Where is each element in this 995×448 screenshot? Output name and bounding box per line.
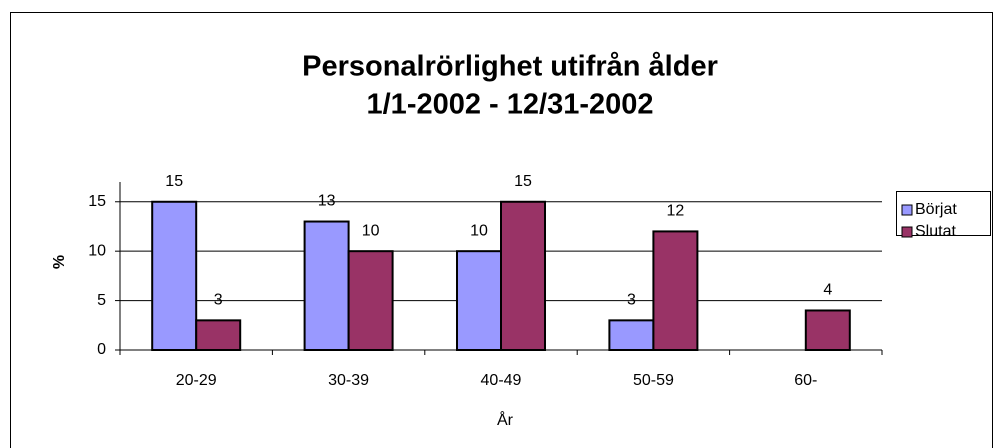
bar [500, 200, 546, 351]
x-tick-label: 50-59 [633, 372, 674, 389]
value-label: 13 [318, 193, 336, 210]
chart-title: Personalrörlighet utifrån ålder [302, 51, 718, 83]
x-tick-label: 60- [794, 372, 817, 389]
x-tick-label: 40-49 [481, 372, 522, 389]
value-label: 3 [627, 292, 636, 309]
y-tick-label: 5 [97, 292, 106, 309]
x-axis-label: År [497, 410, 514, 429]
y-tick-label: 0 [97, 341, 106, 358]
value-label: 3 [214, 292, 223, 309]
x-tick-label: 30-39 [328, 372, 369, 389]
value-label: 12 [667, 203, 685, 220]
bar [456, 250, 502, 351]
bar [347, 250, 394, 351]
legend-label: Börjat [915, 201, 957, 218]
chart-subtitle: 1/1-2002 - 12/31-2002 [367, 89, 654, 121]
value-label: 15 [165, 173, 183, 190]
legend-swatch [901, 204, 913, 216]
bar [303, 220, 350, 351]
x-tick-label: 20-29 [176, 372, 217, 389]
bar [608, 319, 655, 351]
y-tick-label: 10 [88, 242, 106, 259]
legend-swatch [901, 226, 913, 238]
value-label: 10 [470, 222, 488, 239]
y-tick-label: 15 [88, 193, 106, 210]
value-label: 10 [362, 222, 380, 239]
bar [195, 319, 242, 351]
bar [151, 200, 198, 351]
legend-label: Slutat [915, 223, 956, 240]
y-axis-label: % [51, 255, 68, 269]
value-label: 4 [823, 282, 832, 299]
bar [804, 309, 851, 351]
bar [652, 230, 699, 351]
value-label: 15 [514, 173, 532, 190]
